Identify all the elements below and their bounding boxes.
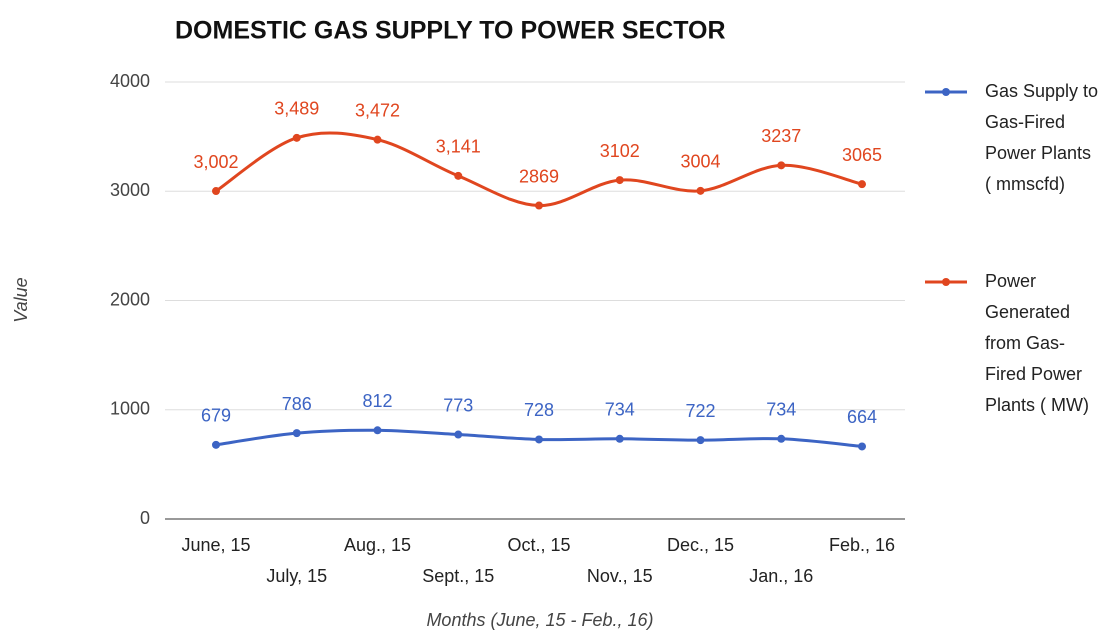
x-tick-label: Feb., 16	[829, 535, 895, 555]
data-label: 3065	[842, 145, 882, 165]
data-label: 3,141	[436, 137, 481, 157]
data-point	[292, 429, 301, 438]
x-tick-label: Sept., 15	[422, 566, 494, 586]
y-axis-label: Value	[11, 277, 31, 322]
legend-entry: Gas Supply to Gas-Fired Power Plants ( m…	[985, 81, 1099, 194]
data-label: 679	[201, 406, 231, 426]
x-tick-label: June, 15	[181, 535, 250, 555]
y-tick-label: 0	[140, 508, 150, 528]
data-label: 773	[443, 395, 473, 415]
data-point	[373, 135, 382, 144]
y-tick-label: 2000	[110, 289, 150, 309]
data-point	[212, 187, 220, 196]
data-label: 3237	[761, 126, 801, 146]
data-label: 2869	[519, 166, 559, 186]
data-label: 722	[685, 401, 715, 421]
data-point	[292, 133, 301, 142]
data-label: 812	[362, 391, 392, 411]
legend-swatch-dot	[942, 88, 950, 96]
data-point	[696, 436, 705, 445]
x-axis-label: Months (June, 15 - Feb., 16)	[426, 610, 653, 630]
data-point	[535, 435, 543, 444]
data-label: 734	[605, 400, 635, 420]
data-point	[777, 161, 786, 170]
data-point	[615, 176, 624, 185]
x-tick-label: July, 15	[266, 566, 327, 586]
x-tick-label: Oct., 15	[507, 535, 570, 555]
y-tick-label: 3000	[110, 180, 150, 200]
data-label: 3102	[600, 141, 640, 161]
data-label: 3004	[680, 152, 720, 172]
y-tick-label: 4000	[110, 71, 150, 91]
data-label: 3,489	[274, 99, 319, 119]
legend-entry: Power Generated from Gas-Fired Power Pla…	[985, 271, 1090, 415]
data-point	[615, 434, 624, 443]
data-point	[696, 186, 705, 195]
chart-title: DOMESTIC GAS SUPPLY TO POWER SECTOR	[175, 17, 726, 45]
data-label: 3,472	[355, 100, 400, 120]
data-point	[373, 426, 382, 435]
legend-swatch-dot	[942, 278, 950, 286]
data-point	[777, 434, 786, 443]
x-tick-label: Jan., 16	[749, 566, 813, 586]
x-tick-label: Dec., 15	[667, 535, 734, 555]
x-tick-label: Nov., 15	[587, 566, 653, 586]
data-point	[454, 171, 463, 180]
data-label: 728	[524, 400, 554, 420]
data-label: 3,002	[193, 152, 238, 172]
x-tick-label: Aug., 15	[344, 535, 411, 555]
data-label: 786	[282, 394, 312, 414]
data-point	[858, 442, 866, 451]
data-label: 664	[847, 407, 877, 427]
data-point	[858, 180, 866, 189]
data-label: 734	[766, 400, 796, 420]
data-point	[535, 201, 543, 210]
data-point	[212, 440, 220, 449]
data-point	[454, 430, 463, 439]
y-tick-label: 1000	[110, 399, 150, 419]
